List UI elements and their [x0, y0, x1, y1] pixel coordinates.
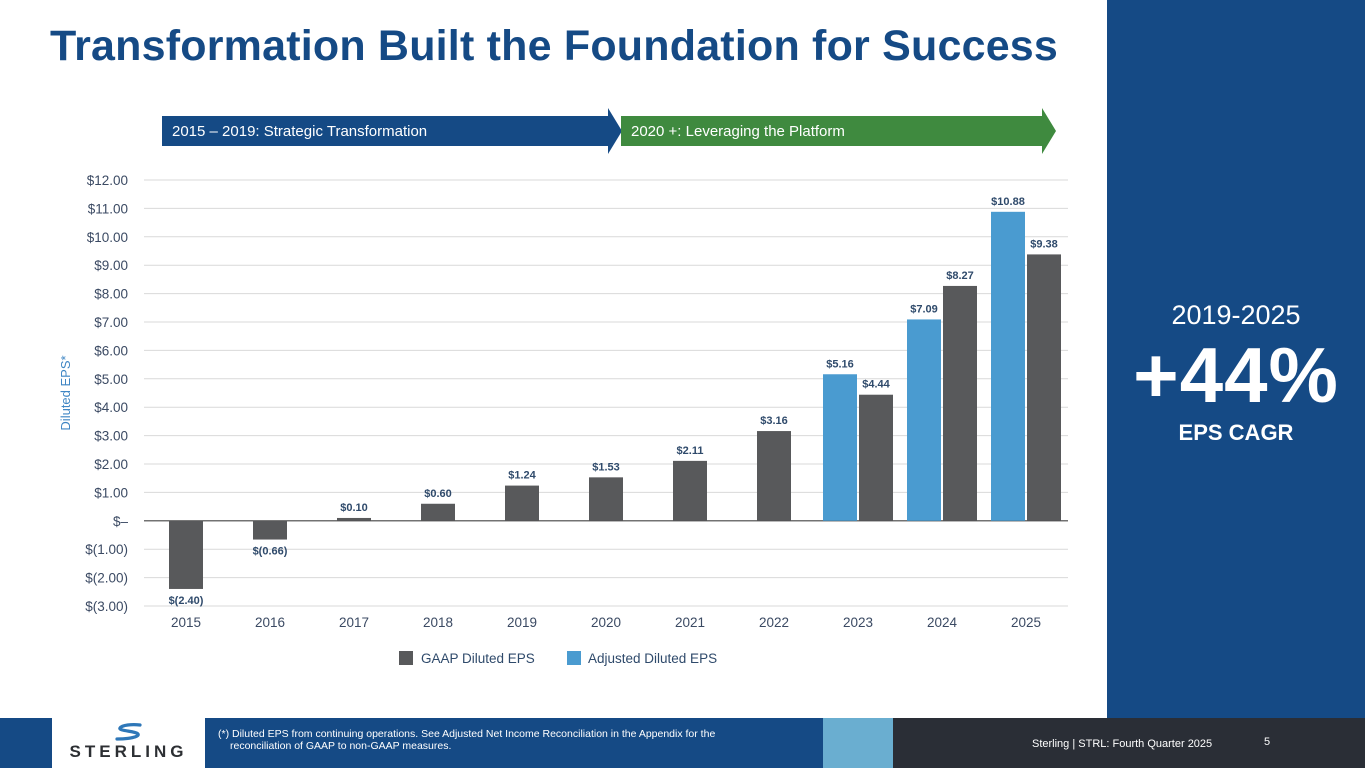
y-tick-label: $2.00 [94, 457, 128, 472]
bar-gaap-2017 [337, 517, 371, 521]
phase-arrow-1 [162, 108, 622, 154]
bar-gaap-2016 [253, 520, 287, 540]
x-tick-label: 2019 [507, 615, 537, 630]
legend-swatch-adjusted [567, 651, 581, 665]
y-tick-label: $7.00 [94, 315, 128, 330]
y-tick-label: $3.00 [94, 429, 128, 444]
phase-label-1: 2015 – 2019: Strategic Transformation [172, 123, 427, 140]
bar-gaap-2021 [673, 460, 707, 521]
data-label-gaap-2015: $(2.40) [169, 595, 204, 607]
y-tick-label: $12.00 [87, 173, 128, 188]
footnote: (*) Diluted EPS from continuing operatio… [218, 728, 808, 752]
phase-label-2: 2020 +: Leveraging the Platform [631, 123, 845, 140]
data-label-gaap-2025: $9.38 [1030, 238, 1058, 250]
bar-gaap-2022 [757, 431, 791, 521]
x-tick-label: 2017 [339, 615, 369, 630]
cagr-value: +44% [1133, 331, 1339, 419]
bar-gaap-2025 [1027, 254, 1061, 521]
x-tick-label: 2020 [591, 615, 621, 630]
sterling-logo-mark-icon [115, 723, 142, 741]
sterling-logo-text: STERLING [69, 742, 188, 761]
y-tick-label: $10.00 [87, 230, 128, 245]
y-tick-label: $11.00 [88, 201, 128, 216]
bar-gaap-2020 [589, 477, 623, 521]
footnote-line-1: (*) Diluted EPS from continuing operatio… [218, 728, 716, 740]
data-label-gaap-2019: $1.24 [508, 470, 536, 482]
bar-gaap-2019 [505, 485, 539, 521]
data-label-gaap-2021: $2.11 [677, 445, 704, 457]
legend-label-adjusted: Adjusted Diluted EPS [588, 651, 717, 666]
phase-arrow-2 [621, 108, 1056, 154]
x-tick-label: 2025 [1011, 615, 1041, 630]
data-label-adjusted-2024: $7.09 [910, 303, 938, 315]
data-label-gaap-2018: $0.60 [424, 488, 452, 500]
x-tick-label: 2015 [171, 615, 201, 630]
data-label-adjusted-2023: $5.16 [826, 358, 854, 370]
x-tick-label: 2022 [759, 615, 789, 630]
data-label-gaap-2017: $0.10 [340, 502, 368, 514]
legend-swatch-gaap [399, 651, 413, 665]
cagr-label: EPS CAGR [1178, 420, 1294, 445]
x-tick-label: 2023 [843, 615, 873, 630]
bar-adjusted-2024 [907, 319, 941, 521]
x-tick-label: 2018 [423, 615, 453, 630]
footer-accent-block [823, 718, 893, 768]
x-tick-label: 2016 [255, 615, 285, 630]
y-tick-label: $4.00 [94, 400, 128, 415]
page-title: Transformation Built the Foundation for … [50, 22, 1059, 70]
sterling-logo: STERLING [52, 718, 205, 768]
bar-gaap-2018 [421, 503, 455, 521]
y-tick-label: $1.00 [94, 485, 128, 500]
y-tick-label: $6.00 [94, 343, 128, 358]
x-tick-label: 2021 [675, 615, 705, 630]
footer-dark-block [893, 718, 1365, 768]
y-tick-label: $8.00 [94, 287, 128, 302]
y-tick-label: $– [113, 514, 129, 529]
bar-gaap-2024 [943, 285, 977, 521]
data-label-adjusted-2025: $10.88 [991, 196, 1025, 208]
y-tick-label: $(2.00) [85, 571, 128, 586]
x-tick-label: 2024 [927, 615, 958, 630]
y-axis-label: Diluted EPS* [58, 355, 73, 430]
bar-adjusted-2025 [991, 211, 1025, 521]
bar-adjusted-2023 [823, 374, 857, 521]
cagr-period: 2019-2025 [1171, 300, 1301, 330]
legend-label-gaap: GAAP Diluted EPS [421, 651, 535, 666]
data-label-gaap-2023: $4.44 [862, 379, 890, 391]
data-label-gaap-2024: $8.27 [946, 270, 974, 282]
data-label-gaap-2016: $(0.66) [253, 546, 288, 558]
footer-company-text: Sterling | STRL: Fourth Quarter 2025 [1032, 738, 1213, 750]
y-tick-label: $(3.00) [85, 599, 128, 614]
cagr-panel: 2019-2025 +44% EPS CAGR [1107, 0, 1365, 718]
eps-chart: 2015 – 2019: Strategic Transformation 202… [58, 108, 1068, 666]
y-tick-label: $5.00 [94, 372, 128, 387]
bar-gaap-2015 [169, 520, 203, 589]
bar-gaap-2023 [859, 394, 893, 521]
y-tick-label: $9.00 [94, 258, 128, 273]
y-tick-label: $(1.00) [85, 542, 128, 557]
footnote-line-2: reconciliation of GAAP to non-GAAP measu… [230, 740, 452, 752]
data-label-gaap-2020: $1.53 [592, 461, 620, 473]
footer: STERLING (*) Diluted EPS from continuing… [0, 718, 1365, 768]
data-label-gaap-2022: $3.16 [760, 415, 788, 427]
page-number: 5 [1264, 736, 1271, 748]
